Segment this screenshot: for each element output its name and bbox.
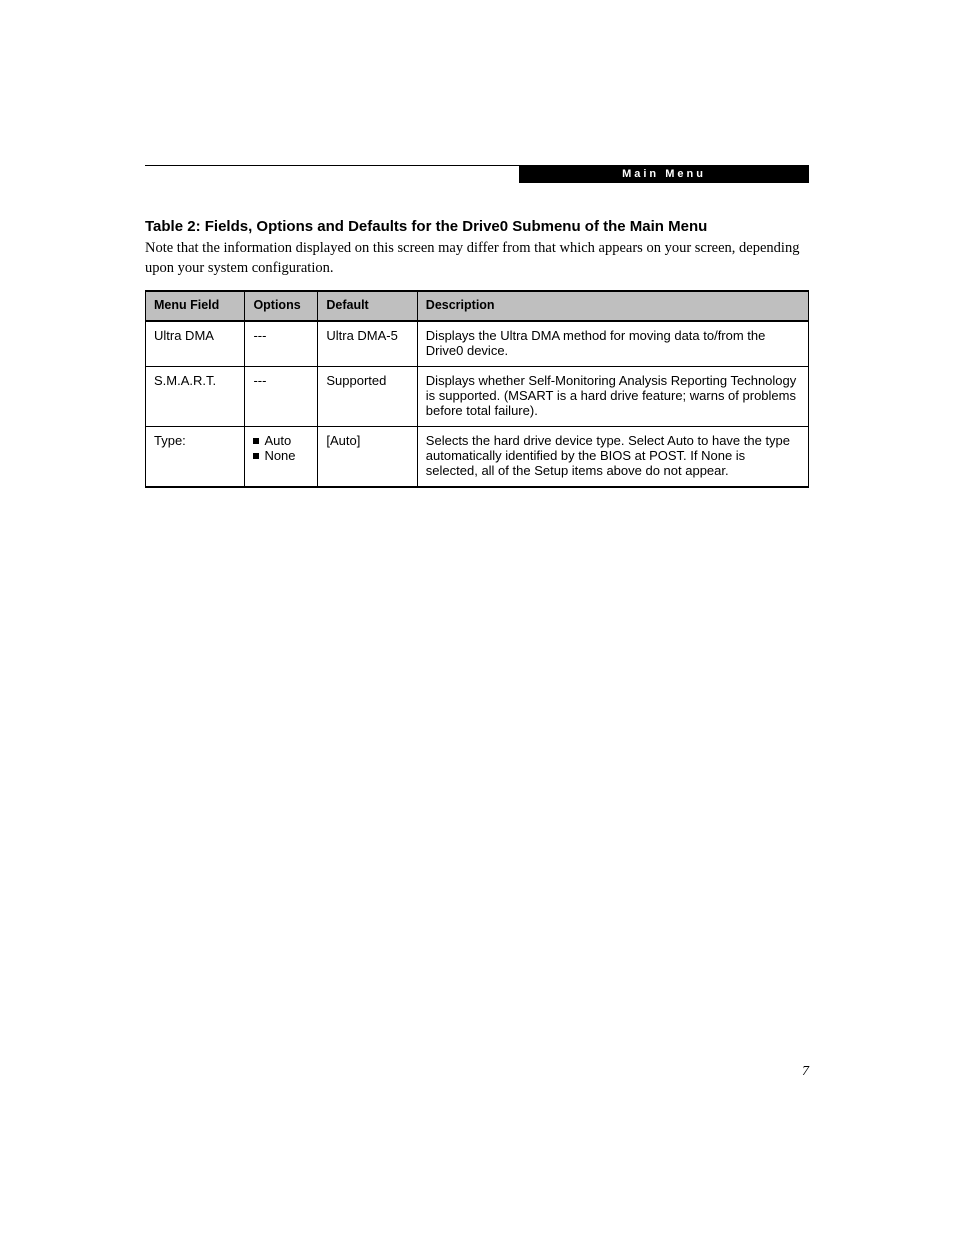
option-label: Auto (264, 433, 291, 448)
note-text: Note that the information displayed on t… (145, 239, 809, 278)
cell-default: [Auto] (318, 427, 417, 488)
header-banner: Main Menu (519, 165, 809, 183)
cell-description: Displays the Ultra DMA method for moving… (417, 321, 808, 367)
bullet-icon (253, 453, 259, 459)
header-banner-label: Main Menu (622, 168, 706, 180)
cell-default: Supported (318, 367, 417, 427)
table-row: Ultra DMA---Ultra DMA-5Displays the Ultr… (146, 321, 809, 367)
col-header-default: Default (318, 291, 417, 321)
col-header-description: Description (417, 291, 808, 321)
option-label: None (264, 448, 295, 463)
table-row: Type:AutoNone[Auto]Selects the hard driv… (146, 427, 809, 488)
cell-menu-field: Type: (146, 427, 245, 488)
cell-default: Ultra DMA-5 (318, 321, 417, 367)
cell-description: Displays whether Self-Monitoring Analysi… (417, 367, 808, 427)
col-header-menu-field: Menu Field (146, 291, 245, 321)
cell-menu-field: Ultra DMA (146, 321, 245, 367)
cell-description: Selects the hard drive device type. Sele… (417, 427, 808, 488)
option-item: Auto (253, 433, 309, 448)
cell-menu-field: S.M.A.R.T. (146, 367, 245, 427)
page-number: 7 (802, 1064, 809, 1080)
cell-options: AutoNone (245, 427, 318, 488)
table-row: S.M.A.R.T.---SupportedDisplays whether S… (146, 367, 809, 427)
option-item: None (253, 448, 309, 463)
cell-options: --- (245, 367, 318, 427)
col-header-options: Options (245, 291, 318, 321)
table-title: Table 2: Fields, Options and Defaults fo… (145, 218, 809, 235)
content-area: Table 2: Fields, Options and Defaults fo… (145, 218, 809, 488)
cell-options: --- (245, 321, 318, 367)
page: Main Menu Table 2: Fields, Options and D… (0, 0, 954, 1235)
spec-table: Menu Field Options Default Description U… (145, 290, 809, 488)
table-header-row: Menu Field Options Default Description (146, 291, 809, 321)
table-body: Ultra DMA---Ultra DMA-5Displays the Ultr… (146, 321, 809, 487)
bullet-icon (253, 438, 259, 444)
